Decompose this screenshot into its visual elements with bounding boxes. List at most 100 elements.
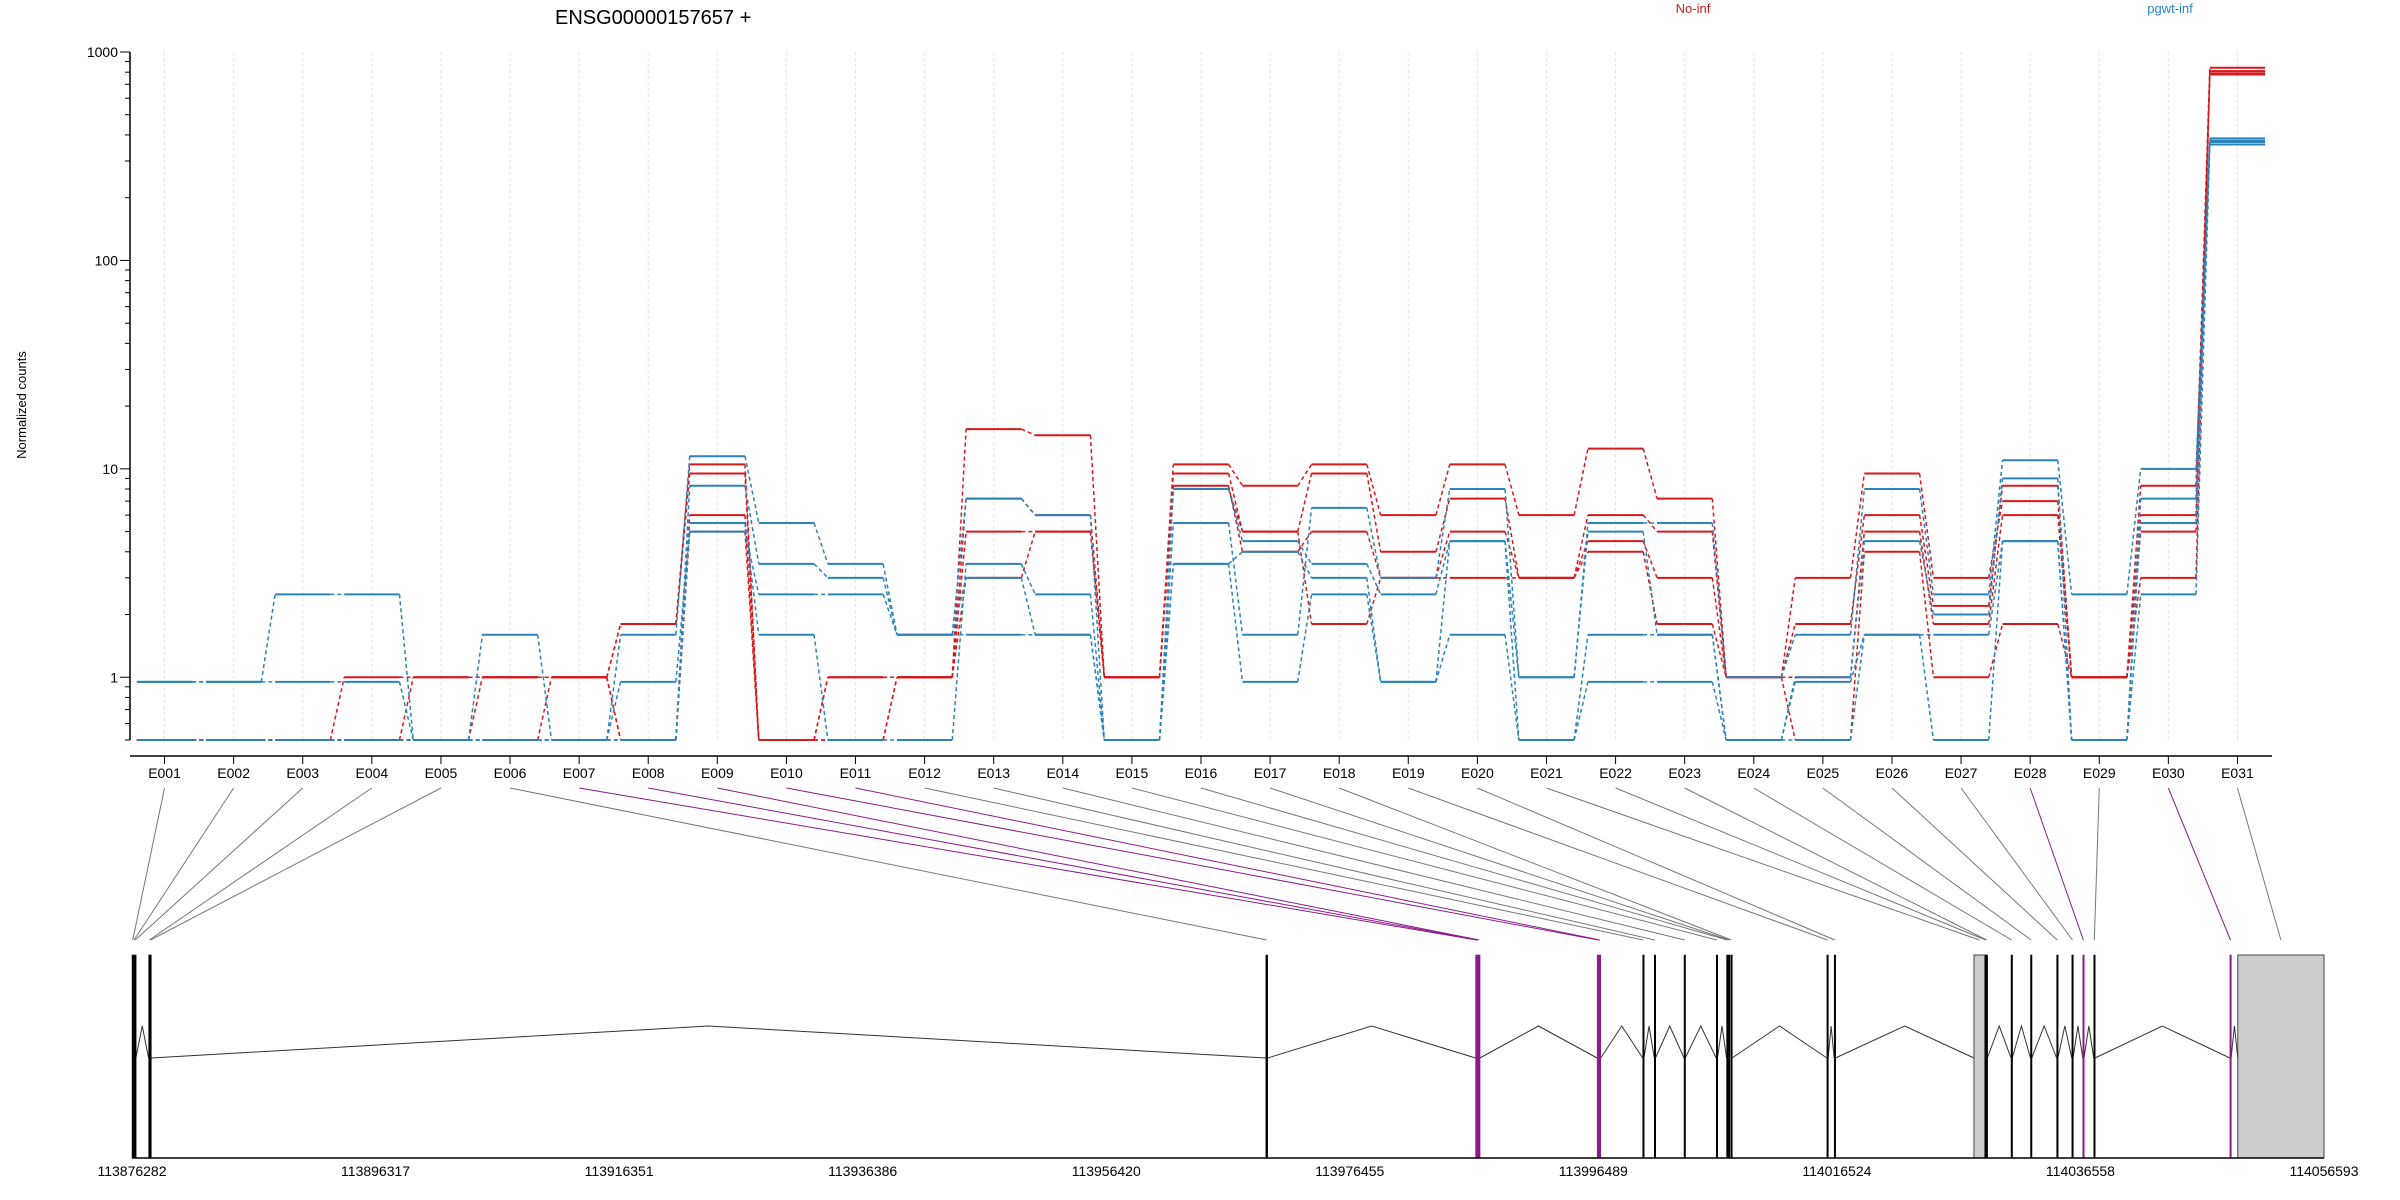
connector-e028 [2029, 787, 2084, 941]
exon-e007 [1475, 954, 1478, 1159]
data-connector [1158, 522, 1175, 741]
data-connector [1711, 498, 1727, 678]
y-tick-label: 10 [102, 461, 118, 477]
data-connector [606, 623, 622, 678]
data-connector [1849, 634, 1866, 741]
series-pgwt-inf-5 [136, 137, 2266, 741]
x-tick-label-e021: E021 [1530, 765, 1563, 781]
y-tick-label: 1 [110, 669, 118, 685]
x-tick-label-e004: E004 [355, 765, 388, 781]
data-connector [606, 681, 622, 741]
x-tick-label-e010: E010 [770, 765, 803, 781]
data-connector [398, 677, 415, 741]
connector-e024 [1753, 787, 2012, 941]
intron-line [1827, 1025, 1835, 1059]
intron-line [1600, 1025, 1644, 1059]
data-connector [1918, 514, 1935, 607]
data-connector [951, 563, 967, 741]
data-connector [1366, 594, 1382, 683]
coord-tick-label: 113916351 [585, 1163, 654, 1179]
x-tick-label-e020: E020 [1461, 765, 1494, 781]
data-connector [536, 677, 553, 741]
coord-tick-label: 113956420 [1072, 1163, 1141, 1179]
data-connector [1227, 485, 1244, 552]
connector-e002 [133, 787, 235, 941]
x-tick-label-e001: E001 [148, 765, 181, 781]
intron-line [2057, 1025, 2073, 1059]
intron-line [2072, 1025, 2084, 1059]
exon-e023 [1985, 954, 1988, 1159]
data-connector [398, 594, 415, 741]
connector-e031 [2236, 787, 2282, 941]
exon-e015 [1715, 954, 1718, 1159]
intron-line [1731, 1025, 1828, 1059]
exon-e018 [1730, 954, 1733, 1159]
data-connector [1435, 634, 1451, 683]
exon-e028 [2082, 954, 2085, 1159]
chart-title: ENSG00000157657 + [555, 7, 751, 29]
data-connector [1918, 551, 1935, 678]
x-tick-label-e018: E018 [1323, 765, 1356, 781]
intron-line [135, 1025, 150, 1059]
series-pgwt-inf-8 [136, 140, 2266, 741]
data-connector [744, 473, 760, 741]
intron-line [1684, 1024, 1717, 1059]
intron-line [1267, 1025, 1476, 1059]
data-connector [1573, 448, 1589, 516]
data-connector [675, 473, 691, 625]
data-connector [1711, 681, 1727, 741]
data-connector [1366, 577, 1382, 625]
connector-e030 [2167, 787, 2231, 941]
data-connector [675, 522, 691, 741]
connector-e010 [786, 787, 1599, 941]
exon-e014 [1683, 954, 1686, 1159]
connector-e013 [993, 787, 1655, 941]
intron-line [2011, 1024, 2031, 1059]
intron-line [2230, 1025, 2239, 1059]
exon-e030 [2229, 954, 2232, 1159]
data-connector [2057, 515, 2073, 678]
data-connector [606, 634, 622, 741]
coord-tick-label: 113936386 [828, 1163, 897, 1179]
data-connector [2126, 594, 2142, 741]
data-connector [1987, 623, 2004, 678]
x-tick-label-e027: E027 [1945, 765, 1978, 781]
data-connector [744, 531, 760, 595]
exon-e016 [1726, 954, 1729, 1159]
data-connector [467, 634, 484, 741]
data-connector [1366, 563, 1382, 595]
data-connector [1780, 681, 1796, 741]
data-connector [1849, 514, 1866, 625]
data-connector [1504, 531, 1520, 579]
data-connector [1918, 540, 1935, 615]
exon-e029 [2093, 954, 2096, 1159]
intron-line [2094, 1025, 2231, 1059]
x-tick-label-e013: E013 [977, 765, 1010, 781]
data-connector [813, 677, 829, 741]
connector-e015 [1131, 787, 1717, 941]
x-tick-label-e016: E016 [1185, 765, 1218, 781]
data-connector [1089, 531, 1106, 678]
data-connector [1918, 634, 1935, 741]
data-connector [1987, 541, 2004, 635]
x-tick-label-e019: E019 [1392, 765, 1425, 781]
data-connector [1504, 488, 1520, 678]
data-connector [1227, 563, 1244, 682]
coord-tick-label: 114036558 [2046, 1163, 2115, 1179]
intron-line [2083, 1025, 2095, 1059]
data-connector [675, 456, 691, 635]
x-tick-label-e007: E007 [563, 765, 596, 781]
coord-tick-label: 113996489 [1559, 1163, 1628, 1179]
data-connector [1435, 531, 1451, 579]
data-connector [1297, 473, 1313, 532]
data-connector [1987, 514, 2004, 625]
data-connector [2126, 522, 2142, 741]
connector-e018 [1339, 787, 1732, 941]
y-axis-label: Normalized counts [14, 351, 29, 459]
data-connector [882, 677, 898, 741]
data-connector [1227, 522, 1244, 635]
connector-e004 [148, 787, 373, 941]
exon-e011 [1598, 954, 1602, 1159]
data-connector [1227, 488, 1244, 542]
data-connector [1849, 473, 1866, 578]
